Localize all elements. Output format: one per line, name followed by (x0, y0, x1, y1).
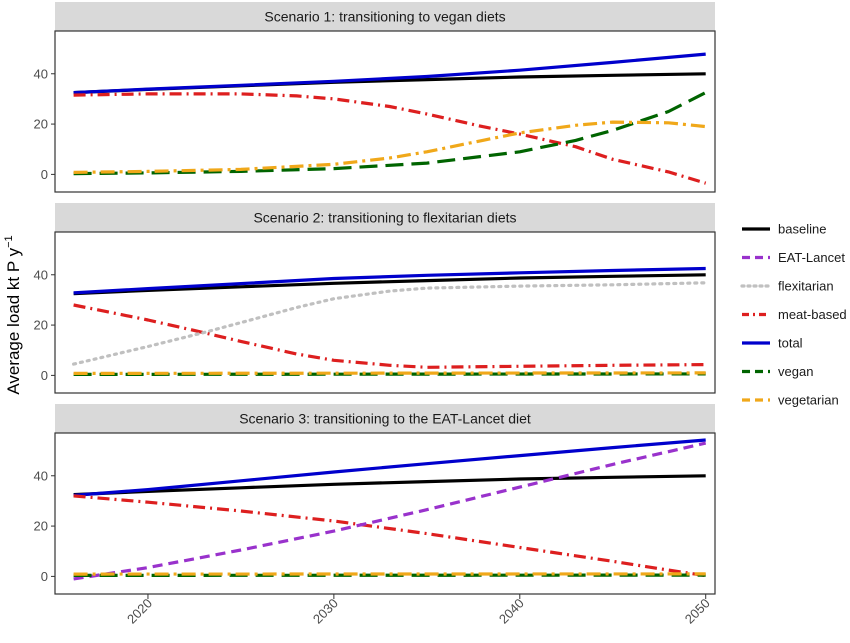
series-line-total (73, 266, 706, 295)
panel-strip (55, 404, 715, 433)
legend: baseline EAT-Lancet flexitarian meat-based t… (740, 222, 847, 408)
legend-label-vegan: vegan (778, 364, 813, 379)
panel-title: Scenario 3: transitioning to the EAT-Lan… (239, 411, 531, 427)
y-tick-label: 40 (34, 66, 48, 81)
series-line-total (73, 438, 706, 497)
x-tick-label: 2020 (124, 596, 155, 627)
x-tick-label: 2030 (310, 596, 341, 627)
legend-label-baseline: baseline (778, 222, 826, 237)
panel-frame (54, 30, 716, 193)
y-tick-label: 20 (34, 318, 48, 333)
legend-label-vegetarian: vegetarian (778, 393, 839, 408)
y-tick-label: 0 (41, 167, 48, 182)
y-tick-label: 0 (41, 569, 48, 584)
series-line-meat-based (73, 494, 706, 578)
y-tick-label: 0 (41, 368, 48, 383)
panel-1: Scenario 1: transitioning to vegan diets… (34, 2, 716, 193)
x-axis: 2020 2030 2040 2050 (124, 594, 713, 627)
legend-label-meat-based: meat-based (778, 307, 847, 322)
series-line-total (73, 52, 706, 95)
series-line-meat-based (73, 92, 707, 185)
panel-frame (54, 231, 716, 394)
panel-frame (54, 432, 716, 595)
panel-3: Scenario 3: transitioning to the EAT-Lan… (34, 404, 716, 595)
panel-strip (55, 2, 715, 31)
panel-title: Scenario 1: transitioning to vegan diets (264, 9, 505, 25)
y-tick-label: 20 (34, 519, 48, 534)
x-tick-label: 2040 (496, 596, 527, 627)
panel-2: Scenario 2: transitioning to flexitarian… (34, 203, 716, 394)
series-line-baseline (73, 474, 706, 497)
series-line-vegetarian (73, 120, 706, 174)
series-line-baseline (73, 273, 706, 296)
legend-label-flexitarian: flexitarian (778, 279, 834, 294)
y-tick-label: 20 (34, 117, 48, 132)
series-line-vegetarian (73, 371, 706, 375)
y-axis-title: Average load kt P y−1 (3, 235, 23, 394)
panel-title: Scenario 2: transitioning to flexitarian… (253, 210, 516, 226)
series-group (73, 52, 707, 185)
panels-group: Scenario 1: transitioning to vegan diets… (34, 2, 716, 595)
series-group (73, 438, 707, 581)
series-line-meat-based (73, 303, 706, 369)
legend-label-total: total (778, 336, 803, 351)
series-line-vegan (73, 91, 707, 176)
series-group (71, 266, 708, 376)
series-line-EAT-Lancet (73, 441, 707, 581)
legend-label-EAT-Lancet: EAT-Lancet (778, 250, 845, 265)
y-tick-label: 40 (34, 267, 48, 282)
y-tick-label: 40 (34, 468, 48, 483)
panel-strip (55, 203, 715, 232)
series-line-flexitarian (71, 281, 708, 366)
x-tick-label: 2050 (682, 596, 713, 627)
